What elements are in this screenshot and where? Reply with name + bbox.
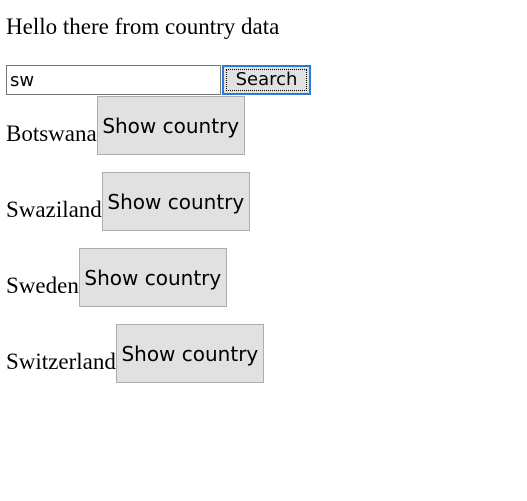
country-row-switzerland: Switzerland Show country <box>6 324 264 383</box>
search-button[interactable]: Search <box>222 65 311 95</box>
show-country-button[interactable]: Show country <box>102 172 250 231</box>
show-country-button[interactable]: Show country <box>79 248 227 307</box>
country-row-swaziland: Swaziland Show country <box>6 172 250 231</box>
search-input[interactable] <box>6 65 221 95</box>
country-row-botswana: Botswana Show country <box>6 96 245 155</box>
show-country-button[interactable]: Show country <box>116 324 264 383</box>
page-title: Hello there from country data <box>6 13 279 41</box>
country-name: Swaziland <box>6 196 102 224</box>
search-button-label: Search <box>226 69 307 91</box>
country-name: Botswana <box>6 120 97 148</box>
country-name: Switzerland <box>6 348 116 376</box>
show-country-button[interactable]: Show country <box>97 96 245 155</box>
country-name: Sweden <box>6 272 79 300</box>
country-row-sweden: Sweden Show country <box>6 248 227 307</box>
